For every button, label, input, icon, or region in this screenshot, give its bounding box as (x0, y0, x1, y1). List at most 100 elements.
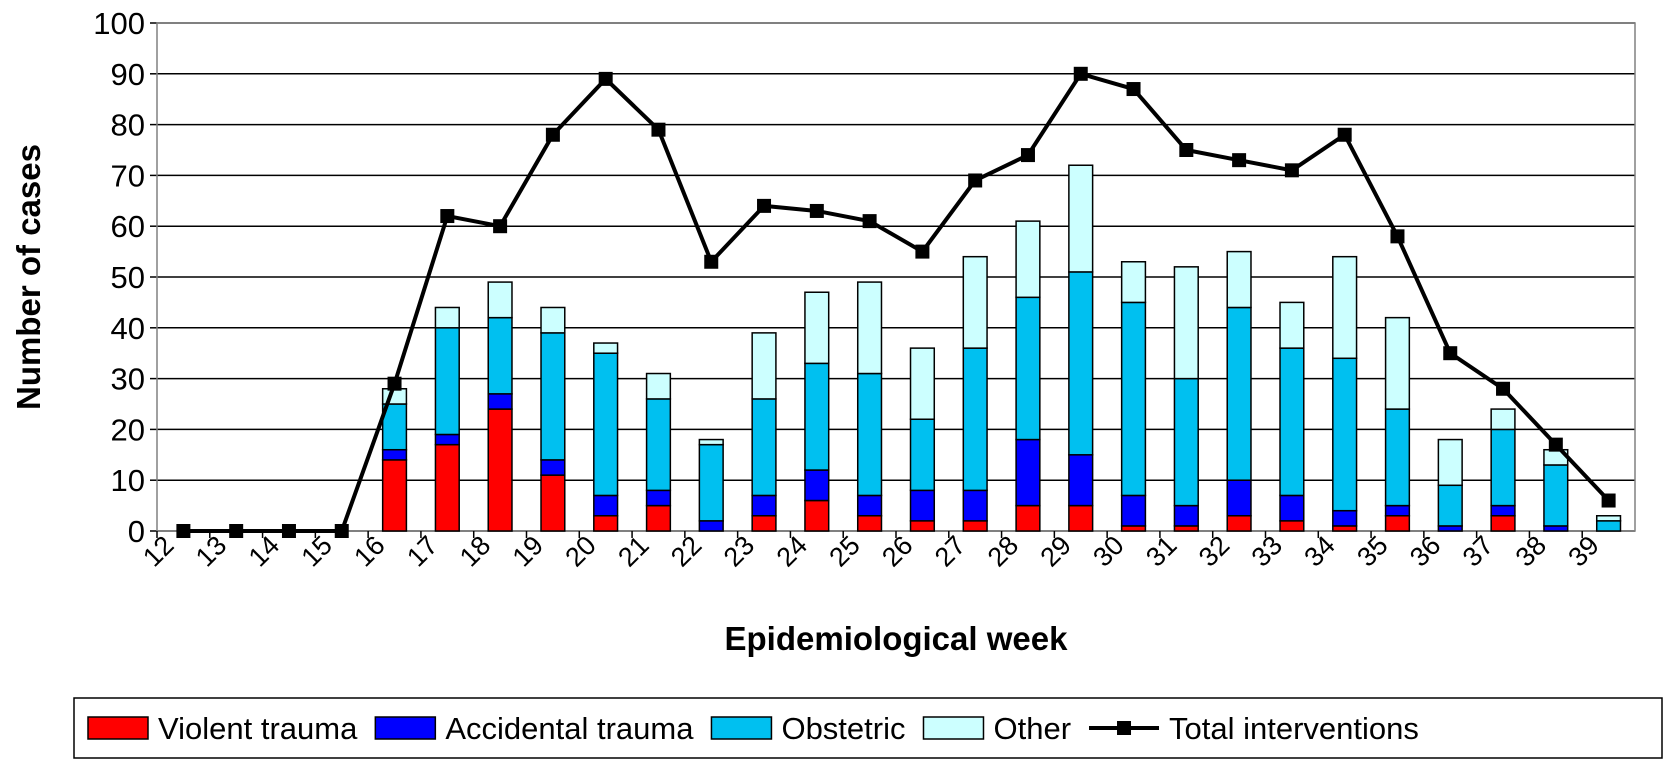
bar-segment (1226, 306, 1252, 481)
bar-segment (1120, 261, 1147, 304)
x-tick-label: 37 (1457, 530, 1499, 572)
x-tick-label: 33 (1246, 530, 1288, 572)
legend-swatch (87, 716, 149, 740)
x-tick-label: 36 (1404, 530, 1446, 572)
bar-segment (804, 291, 830, 365)
bar-segment (1173, 266, 1199, 380)
bar-segment (856, 515, 883, 532)
bar-segment (645, 489, 672, 507)
bar-segment (909, 347, 936, 420)
legend-label: Total interventions (1169, 711, 1419, 746)
bar-segment (804, 362, 830, 471)
bar-segment (593, 352, 619, 497)
bar-segment (751, 332, 777, 400)
bar-segment (1332, 525, 1358, 532)
bar-segment (434, 306, 460, 329)
bar-segment (487, 316, 513, 395)
x-tick-label: 39 (1562, 530, 1604, 572)
bar-segment (962, 520, 988, 532)
bar-segment (1068, 504, 1094, 532)
bar-segment (856, 494, 883, 517)
line-marker (757, 198, 772, 213)
bar-segment (1279, 520, 1305, 532)
line-marker (1548, 437, 1563, 452)
line-marker (1232, 153, 1247, 168)
bar-segment (1595, 515, 1622, 522)
x-tick-label: 16 (348, 530, 390, 572)
bar-segment (1490, 428, 1516, 507)
legend-label: Other (993, 711, 1071, 746)
bar-segment (1384, 515, 1411, 532)
bar-segment (487, 408, 513, 532)
x-tick-label: 17 (401, 530, 443, 572)
legend-label: Violent trauma (158, 711, 358, 746)
bar-segment (434, 327, 460, 436)
bar-segment (698, 443, 724, 522)
line-marker (1179, 143, 1194, 157)
bar-segment (540, 459, 566, 476)
bar-segment (540, 306, 566, 334)
line-marker (1443, 346, 1458, 361)
y-tick-label: 40 (111, 311, 145, 346)
line-marker (493, 219, 508, 234)
y-tick-label: 70 (111, 158, 145, 193)
y-tick-label: 60 (111, 209, 145, 244)
y-tick-label: 10 (111, 463, 145, 498)
bar-segment (856, 281, 883, 375)
bar-segment (909, 489, 936, 522)
bar-segment (1015, 296, 1041, 441)
line-marker (1337, 127, 1352, 142)
x-tick-label: 14 (243, 530, 285, 572)
x-tick-label: 38 (1510, 530, 1552, 572)
y-tick-label: 100 (93, 6, 145, 41)
x-tick-label: 31 (1140, 530, 1182, 572)
bar-segment (1279, 494, 1305, 522)
bar-segment (1015, 220, 1041, 299)
bar-segment (1173, 525, 1199, 532)
line-marker (1601, 493, 1616, 508)
bar-segment (751, 515, 777, 532)
x-tick-label: 26 (876, 530, 918, 572)
bar-segment (1279, 301, 1305, 349)
line-marker (651, 122, 666, 137)
bar-segment (698, 520, 724, 532)
bar-segment (645, 398, 672, 492)
bar-segment (1332, 509, 1358, 527)
bar-segment (1332, 255, 1358, 360)
y-axis-title: Number of cases (10, 144, 47, 410)
bar-segment (1068, 271, 1094, 456)
legend-swatch (374, 716, 437, 740)
x-tick-label: 34 (1298, 530, 1340, 572)
bar-segment (804, 499, 830, 532)
bar-segment (1173, 377, 1199, 507)
x-tick-label: 30 (1087, 530, 1129, 572)
bar-segment (962, 255, 988, 349)
line-marker (545, 127, 560, 142)
legend-label: Obstetric (781, 711, 905, 746)
y-tick-label: 90 (111, 57, 145, 92)
y-tick-label: 0 (128, 514, 145, 549)
legend-marker (1117, 721, 1132, 735)
line-marker (281, 524, 296, 538)
x-tick-label: 13 (190, 530, 232, 572)
x-tick-label: 28 (982, 530, 1024, 572)
bar-segment (1015, 504, 1041, 532)
y-tick-label: 50 (111, 260, 145, 295)
bar-segment (645, 372, 672, 400)
bar-segment (1595, 520, 1622, 532)
line-marker (1073, 66, 1088, 81)
bar-segment (1173, 504, 1199, 527)
y-tick-label: 20 (111, 412, 145, 447)
x-tick-label: 25 (823, 530, 865, 572)
line-marker (1496, 381, 1511, 396)
line-marker (334, 524, 349, 538)
line-marker (176, 524, 191, 538)
x-tick-label: 15 (296, 530, 338, 572)
line-marker (915, 244, 930, 259)
x-tick-label: 18 (454, 530, 496, 572)
x-tick-label: 27 (929, 530, 971, 572)
bar-segment (1490, 408, 1516, 431)
x-tick-label: 22 (665, 530, 707, 572)
x-tick-label: 29 (1035, 530, 1077, 572)
